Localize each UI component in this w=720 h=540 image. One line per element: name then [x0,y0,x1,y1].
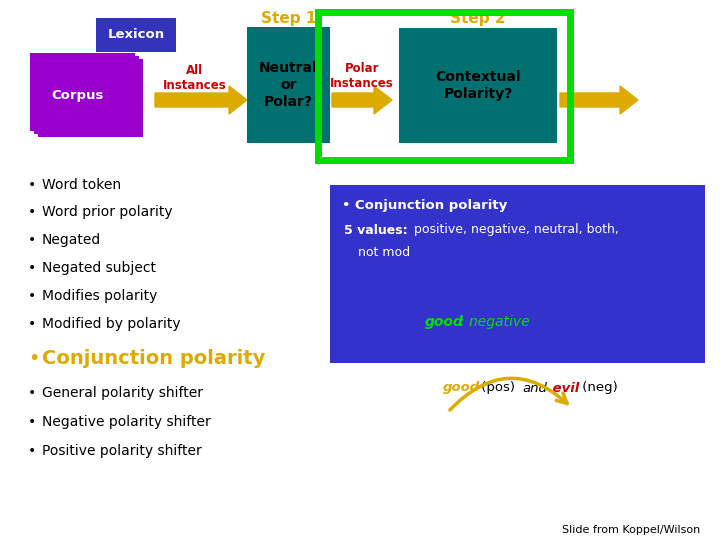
Text: Lexicon: Lexicon [107,29,165,42]
Text: •: • [28,386,36,400]
Text: Slide from Koppel/Wilson: Slide from Koppel/Wilson [562,525,700,535]
Text: Negative polarity shifter: Negative polarity shifter [42,415,211,429]
Text: Neutral
or
Polar?: Neutral or Polar? [259,60,318,109]
Bar [399,28,557,143]
Text: •: • [28,178,36,192]
Bar [247,27,330,143]
Text: Step 1: Step 1 [261,10,316,25]
FancyArrow shape [332,86,392,114]
Text: Positive polarity shifter: Positive polarity shifter [42,444,202,458]
Text: Word prior polarity: Word prior polarity [42,205,173,219]
Bar [318,12,570,160]
Text: •: • [28,444,36,458]
Text: Negated: Negated [42,233,102,247]
Text: good: good [425,315,464,329]
Text: positive, negative, neutral, both,: positive, negative, neutral, both, [410,224,619,237]
Text: General polarity shifter: General polarity shifter [42,386,203,400]
Bar [330,185,705,363]
Text: good: good [443,381,480,395]
FancyArrow shape [560,86,638,114]
Bar [38,59,143,137]
Text: Corpus: Corpus [51,90,104,103]
Text: Conjunction polarity: Conjunction polarity [42,348,266,368]
Text: •: • [28,233,36,247]
Text: Modifies polarity: Modifies polarity [42,289,158,303]
Text: Modified by polarity: Modified by polarity [42,317,181,331]
Text: : negative: : negative [460,315,530,329]
Text: •: • [28,289,36,303]
Text: •: • [28,261,36,275]
Text: (pos): (pos) [477,381,519,395]
Bar [96,18,176,52]
Text: 5 values:: 5 values: [344,224,408,237]
Text: All
Instances: All Instances [163,64,227,92]
Text: Step 2: Step 2 [450,10,506,25]
Text: •: • [28,317,36,331]
Text: Negated subject: Negated subject [42,261,156,275]
Text: not mod: not mod [358,246,410,259]
FancyArrow shape [155,86,247,114]
Text: and: and [522,381,547,395]
Text: Contextual
Polarity?: Contextual Polarity? [436,70,521,101]
Text: •: • [28,205,36,219]
Text: •: • [28,415,36,429]
Text: evil: evil [548,381,580,395]
Bar [34,56,139,134]
Bar [30,53,135,131]
Text: Word token: Word token [42,178,121,192]
Text: (neg): (neg) [578,381,618,395]
Text: • Conjunction polarity: • Conjunction polarity [342,199,508,212]
Text: Polar
Instances: Polar Instances [330,62,394,90]
Text: •: • [28,348,40,368]
